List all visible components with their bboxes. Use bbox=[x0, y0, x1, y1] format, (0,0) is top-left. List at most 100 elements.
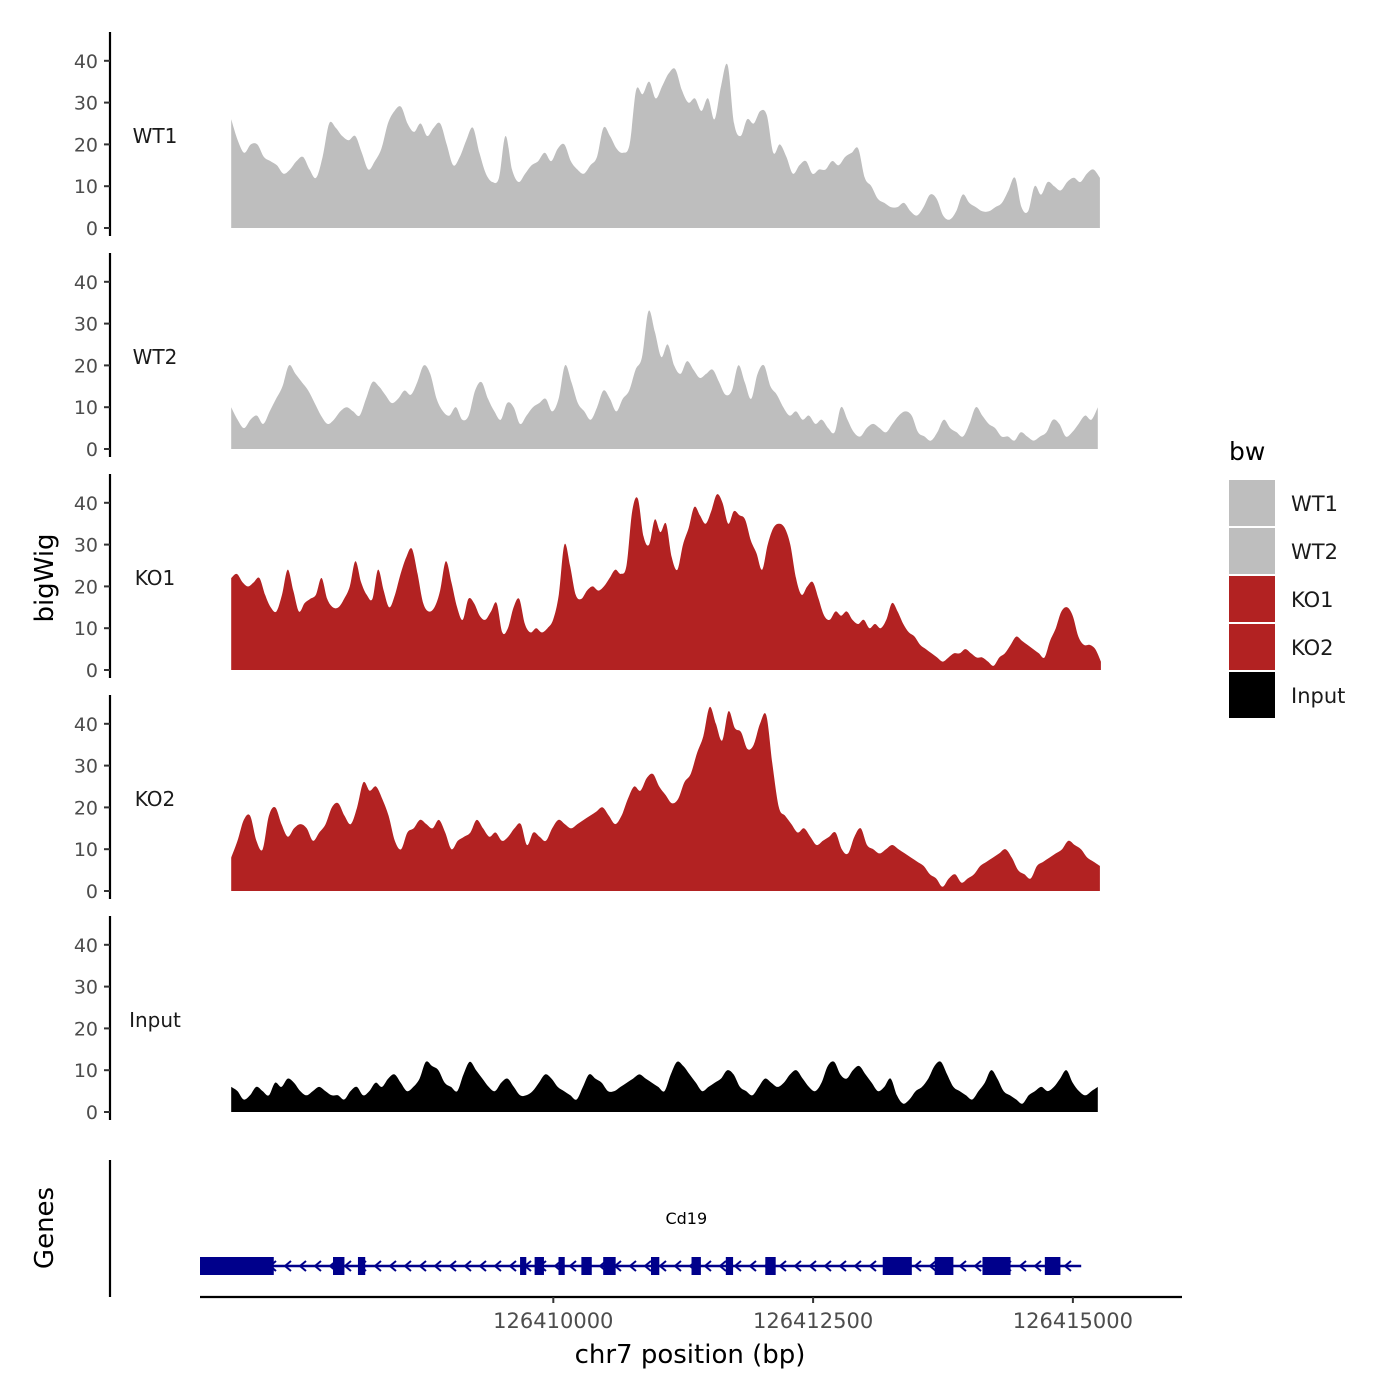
y-tick-label: 10 bbox=[74, 176, 98, 198]
signal-tracks: 0 10 20 30 40 WT1 0 10 20 30 40 WT2 0 10 20 30 40 KO1 0 10 2… bbox=[74, 32, 1101, 1124]
y-tick-label: 30 bbox=[74, 756, 98, 778]
strand-arrow bbox=[283, 1260, 292, 1272]
strand-arrow bbox=[463, 1260, 472, 1272]
y-tick-label: 10 bbox=[74, 839, 98, 861]
area-ko1 bbox=[231, 494, 1101, 670]
legend-label-wt2: WT2 bbox=[1291, 540, 1338, 564]
exon bbox=[534, 1257, 544, 1275]
strand-arrow bbox=[793, 1260, 802, 1272]
x-tick-label: 126415000 bbox=[1013, 1309, 1133, 1333]
track-label: WT1 bbox=[133, 124, 178, 148]
exon bbox=[882, 1257, 912, 1275]
strand-arrow bbox=[643, 1260, 652, 1272]
strand-arrow bbox=[973, 1260, 982, 1272]
strand-arrow bbox=[928, 1260, 937, 1272]
legend-label-input: Input bbox=[1291, 684, 1345, 708]
exon bbox=[357, 1257, 366, 1275]
strand-arrow bbox=[838, 1260, 847, 1272]
strand-arrow bbox=[1063, 1260, 1072, 1272]
legend-swatch-input bbox=[1229, 672, 1275, 718]
x-axis: 126410000 126412500 126415000 bbox=[200, 1295, 1182, 1333]
y-tick-label: 20 bbox=[74, 1018, 98, 1040]
legend-label-wt1: WT1 bbox=[1291, 492, 1338, 516]
x-tick-label: 126410000 bbox=[493, 1309, 613, 1333]
exon bbox=[558, 1257, 565, 1275]
strand-arrow bbox=[478, 1260, 487, 1272]
area-input bbox=[231, 1061, 1098, 1112]
track-wt1: 0 10 20 30 40 WT1 bbox=[74, 32, 1100, 240]
strand-arrow bbox=[433, 1260, 442, 1272]
strand-arrow bbox=[853, 1260, 862, 1272]
strand-arrow bbox=[1018, 1260, 1027, 1272]
track-label: KO2 bbox=[135, 787, 176, 811]
legend-swatch-ko1 bbox=[1229, 576, 1275, 622]
strand-arrow bbox=[568, 1260, 577, 1272]
y-tick-label: 20 bbox=[74, 355, 98, 377]
area-ko2 bbox=[231, 706, 1100, 891]
y-tick-label: 30 bbox=[74, 314, 98, 336]
exon bbox=[520, 1257, 527, 1275]
track-wt2: 0 10 20 30 40 WT2 bbox=[74, 253, 1098, 461]
strand-arrow bbox=[808, 1260, 817, 1272]
exon bbox=[1044, 1257, 1061, 1275]
legend-label-ko1: KO1 bbox=[1291, 588, 1334, 612]
strand-arrow bbox=[628, 1260, 637, 1272]
exon bbox=[581, 1257, 592, 1275]
legend: bw WT1 WT2 KO1 KO2 Input bbox=[1229, 437, 1345, 718]
track-label: Input bbox=[129, 1008, 181, 1032]
y-tick-label: 40 bbox=[74, 714, 98, 736]
y-tick-label: 0 bbox=[86, 218, 98, 240]
gene-name-label: Cd19 bbox=[665, 1209, 707, 1228]
exon bbox=[333, 1257, 345, 1275]
exon bbox=[200, 1257, 274, 1275]
strand-arrow bbox=[298, 1260, 307, 1272]
y-tick-label: 0 bbox=[86, 660, 98, 682]
track-ko1: 0 10 20 30 40 KO1 bbox=[74, 474, 1101, 682]
track-label: KO1 bbox=[135, 566, 176, 590]
y-tick-label: 10 bbox=[74, 618, 98, 640]
y-tick-label: 10 bbox=[74, 397, 98, 419]
exon bbox=[982, 1257, 1011, 1275]
exon bbox=[725, 1257, 734, 1275]
legend-swatch-wt1 bbox=[1229, 480, 1275, 526]
strand-arrow bbox=[913, 1260, 922, 1272]
strand-arrow bbox=[403, 1260, 412, 1272]
strand-arrow bbox=[493, 1260, 502, 1272]
strand-arrow bbox=[868, 1260, 877, 1272]
exon bbox=[650, 1257, 660, 1275]
exon bbox=[934, 1257, 954, 1275]
strand-arrow bbox=[1033, 1260, 1042, 1272]
strand-arrow bbox=[508, 1260, 517, 1272]
strand-arrow bbox=[373, 1260, 382, 1272]
strand-arrow bbox=[418, 1260, 427, 1272]
legend-swatch-wt2 bbox=[1229, 528, 1275, 574]
x-axis-title: chr7 position (bp) bbox=[575, 1340, 806, 1370]
legend-label-ko2: KO2 bbox=[1291, 636, 1334, 660]
y-tick-label: 0 bbox=[86, 439, 98, 461]
track-ko2: 0 10 20 30 40 KO2 bbox=[74, 695, 1100, 903]
track-label: WT2 bbox=[133, 345, 178, 369]
y-tick-label: 30 bbox=[74, 535, 98, 557]
area-wt2 bbox=[231, 310, 1098, 449]
y-tick-label: 40 bbox=[74, 51, 98, 73]
y-tick-label: 20 bbox=[74, 576, 98, 598]
exon bbox=[691, 1257, 701, 1275]
area-wt1 bbox=[231, 63, 1100, 228]
exon bbox=[765, 1257, 776, 1275]
x-tick-label: 126412500 bbox=[753, 1309, 873, 1333]
strand-arrow bbox=[718, 1260, 727, 1272]
y-tick-label: 40 bbox=[74, 935, 98, 957]
strand-arrow bbox=[658, 1260, 667, 1272]
track-input: 0 10 20 30 40 Input bbox=[74, 916, 1098, 1124]
y-tick-label: 30 bbox=[74, 93, 98, 115]
strand-arrow bbox=[343, 1260, 352, 1272]
strand-arrow bbox=[703, 1260, 712, 1272]
legend-swatch-ko2 bbox=[1229, 624, 1275, 670]
y-tick-label: 10 bbox=[74, 1060, 98, 1082]
strand-arrow bbox=[778, 1260, 787, 1272]
gene-track: Cd19 bbox=[108, 1160, 1082, 1297]
strand-arrow bbox=[733, 1260, 742, 1272]
strand-arrow bbox=[958, 1260, 967, 1272]
strand-arrow bbox=[448, 1260, 457, 1272]
